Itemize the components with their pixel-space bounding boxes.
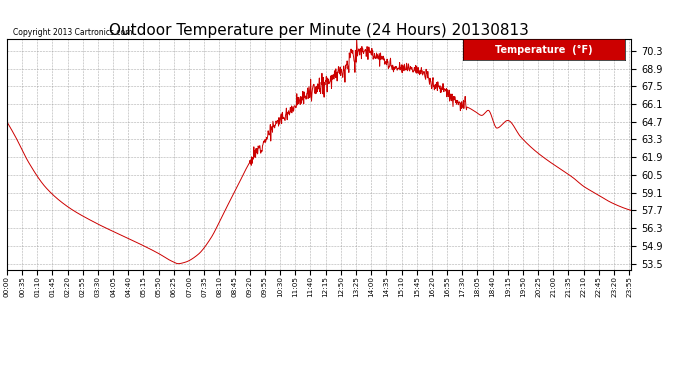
Text: Copyright 2013 Cartronics.com: Copyright 2013 Cartronics.com <box>13 28 132 37</box>
Title: Outdoor Temperature per Minute (24 Hours) 20130813: Outdoor Temperature per Minute (24 Hours… <box>109 23 529 38</box>
